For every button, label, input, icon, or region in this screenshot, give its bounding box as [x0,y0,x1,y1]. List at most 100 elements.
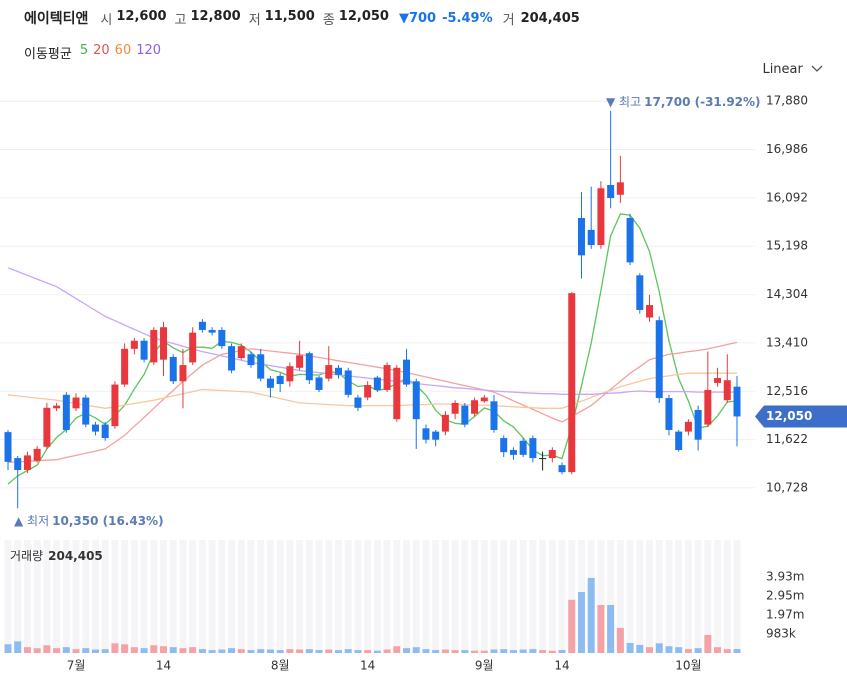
candle-body [218,329,226,347]
candle-body [286,366,294,382]
volume-label: 거 [502,12,515,28]
candle-body [461,405,469,425]
volume-bg [276,540,284,653]
candle-body [334,367,342,375]
volume-bg [665,540,673,653]
candle-body [500,438,508,453]
volume-bg [529,540,537,653]
candle-body [451,402,459,414]
volume-bg [548,540,556,653]
candle-body [325,365,333,379]
volume-tick-label: 3.93m [766,569,804,583]
candle-body [558,465,566,473]
volume-bg [140,540,148,653]
volume-bar [169,647,177,653]
candle-body [344,370,352,395]
ma-line [7,341,738,464]
volume-bar [626,642,634,653]
volume-bar [500,649,508,653]
volume-bg [198,540,206,653]
volume-bar [432,650,440,653]
candle-body [4,432,12,462]
volume-bar [704,635,712,653]
annotation-label: ▼ 최고 [606,95,641,109]
change: ▼700 [398,10,437,26]
candle-body [160,327,168,360]
volume-bar [694,648,702,653]
volume-bar [286,649,294,653]
volume-bar [344,649,352,653]
volume-bar [111,643,119,653]
volume-bar [208,650,216,653]
volume-title: 거래량 204,405 [10,549,103,563]
candle-body [393,367,401,420]
item-value: 12,800 [190,8,241,24]
volume-bg [62,540,70,653]
candle-body [471,400,479,414]
volume-bar [266,649,274,653]
volume-bar [179,648,187,653]
candle-body [364,385,372,398]
volume-bg [286,540,294,653]
volume-bg [91,540,99,653]
y-tick-label: 12,516 [766,384,808,398]
candle-body [646,305,654,318]
volume-bg [237,540,245,653]
candle-body [82,397,90,425]
candle-body [228,346,236,371]
volume-bg [733,540,741,653]
volume-bar [72,649,80,653]
volume-bg [626,540,634,653]
x-tick-label: 9월 [475,659,494,673]
volume-bg [72,540,80,653]
candle-body [198,321,206,330]
volume-bg [208,540,216,653]
candle-body [53,405,61,409]
annotation-text: 10,350 (16.43%) [52,514,163,528]
candle-body [266,378,274,388]
volume-bar [62,647,70,653]
change-pct: -5.49% [442,10,493,26]
volume-bg [675,540,683,653]
candle-body [432,431,440,440]
candle-body [208,329,216,333]
volume-bar [461,650,469,653]
volume-bar [276,650,284,653]
candle-body [568,293,576,473]
volume-bar [228,648,236,653]
volume-bar [198,649,206,653]
volume-bg [4,540,12,653]
ma-line [7,267,737,395]
scale-select[interactable]: Linear [762,62,823,77]
volume-bar [237,649,245,653]
y-tick-label: 16,986 [766,142,808,156]
volume-bar [665,646,673,653]
volume-bg [412,540,420,653]
volume-bar [422,649,430,653]
volume-bg [684,540,692,653]
volume-title-label: 거래량 [10,549,43,563]
volume-bg [121,540,129,653]
candle-body [539,458,547,460]
candle-body [14,458,22,470]
volume-bar [723,649,731,653]
candle-body [480,397,488,402]
volume-bg [607,540,615,653]
volume-bar [218,649,226,653]
ma-line [7,372,737,409]
volume-bar [14,641,22,653]
volume-bar [82,648,90,653]
volume-bg [655,540,663,653]
ma-legend[interactable]: 이동평균 5 20 60 120 [24,43,161,62]
candle-body [91,424,99,432]
ma-item: 60 [114,43,132,58]
volume-bar [130,647,138,653]
candle-body [636,275,644,310]
volume-bg [53,540,61,653]
volume-bar [91,649,99,653]
volume-bg [354,540,362,653]
candle-body [675,431,683,450]
candle-body [257,354,265,379]
